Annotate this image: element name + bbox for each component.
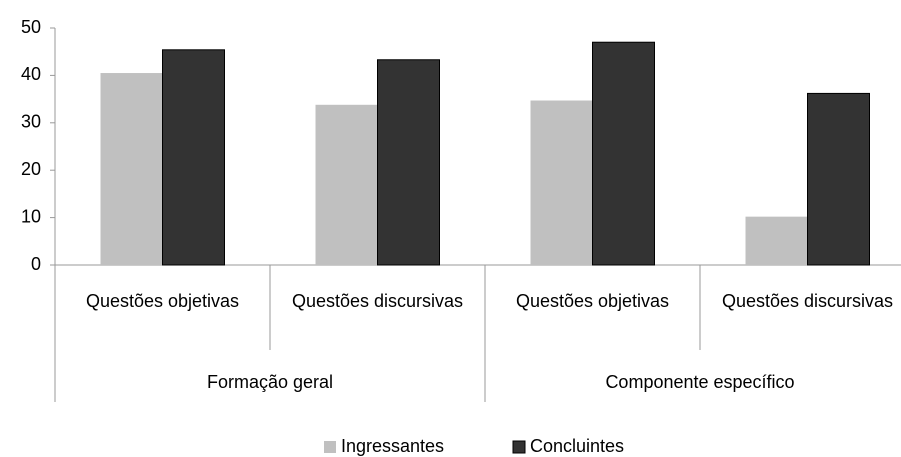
- legend-swatch: [324, 441, 336, 453]
- legend-label: Concluintes: [530, 436, 624, 456]
- legend-swatch: [512, 440, 526, 454]
- y-tick-label: 50: [21, 17, 41, 37]
- x-tick-label: Questões discursivas: [722, 291, 893, 311]
- group-label: Formação geral: [207, 372, 333, 392]
- y-tick-label: 10: [21, 206, 41, 226]
- x-tick-label: Questões objetivas: [86, 291, 239, 311]
- bar: [315, 104, 378, 266]
- y-tick-label: 30: [21, 112, 41, 132]
- y-tick-label: 0: [31, 254, 41, 274]
- bar: [530, 100, 593, 265]
- bar: [807, 92, 870, 266]
- y-tick-label: 40: [21, 64, 41, 84]
- bar: [592, 41, 655, 266]
- legend-label: Ingressantes: [341, 436, 444, 456]
- bar: [162, 49, 225, 266]
- bar: [100, 73, 163, 265]
- y-tick-label: 20: [21, 159, 41, 179]
- x-tick-label: Questões discursivas: [292, 291, 463, 311]
- group-label: Componente específico: [605, 372, 794, 392]
- bar: [745, 216, 808, 265]
- x-tick-label: Questões objetivas: [516, 291, 669, 311]
- bar: [377, 59, 440, 266]
